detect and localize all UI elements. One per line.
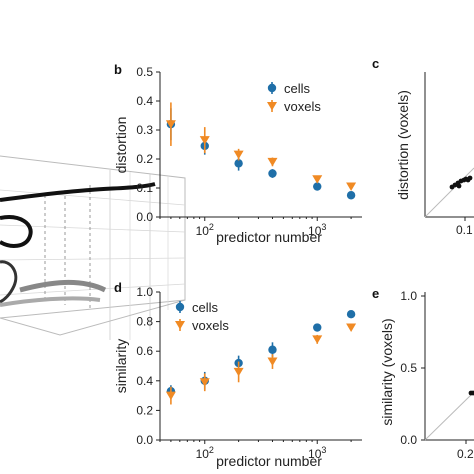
- panel-b-voxels-point: [199, 136, 210, 145]
- panel-b-x-tick-label: 102: [196, 222, 214, 238]
- legend-voxels-marker: [267, 102, 277, 111]
- panel-e-ylabel: similarity (voxels): [379, 318, 395, 425]
- 3d-grid-line: [0, 189, 186, 296]
- panel-d-cells-point: [268, 345, 277, 354]
- 3d-box-edge: [0, 155, 186, 319]
- legend-voxels-marker: [175, 321, 185, 330]
- panel-e-y-tick-label: 0.5: [400, 361, 417, 375]
- panel-b-cells-point: [268, 169, 277, 178]
- panel-c-label: c: [372, 56, 379, 71]
- panel-e-label: e: [372, 286, 379, 301]
- 3d-curve-gray-lower: [0, 296, 101, 307]
- panel-c-point: [467, 175, 473, 181]
- panel-d-voxels-point: [233, 367, 244, 377]
- panel-3d-plot: [0, 155, 186, 340]
- 3d-curve-dark-loop: [0, 215, 33, 248]
- panel-d-y-tick-label: 0.6: [136, 344, 153, 358]
- panel-b-cells-point: [346, 191, 356, 200]
- legend-cells-label: cells: [192, 300, 219, 315]
- panel-b-y-tick-label: 0.1: [136, 181, 153, 195]
- legend-voxels-label: voxels: [284, 99, 321, 114]
- panel-e: e similarity (voxels) 1.0 0.5 0.0 0.2: [372, 286, 474, 461]
- panel-b-y-tick-label: 0.4: [136, 94, 153, 108]
- panel-d-voxels-point: [346, 323, 357, 333]
- panel-d-voxels-point: [165, 391, 176, 401]
- 3d-dashed-projection: [44, 185, 91, 310]
- panel-e-x-tick-label: 0.2: [457, 447, 474, 461]
- panel-b-x-tick-label: 103: [308, 222, 326, 238]
- panel-d-voxels-point: [312, 335, 323, 344]
- panel-d-cells-point: [346, 310, 356, 319]
- panel-d-voxels-point: [199, 378, 210, 387]
- panel-b-voxels-point: [312, 175, 323, 184]
- panel-d-y-tick-label: 0.0: [136, 433, 153, 447]
- panel-b-voxels-point: [346, 182, 357, 192]
- panel-b-y-tick-label: 0.0: [136, 210, 153, 224]
- 3d-curve-dark: [0, 182, 156, 202]
- panel-b-voxels-point: [267, 157, 278, 167]
- panel-d-y-tick-label: 0.2: [136, 403, 153, 417]
- panel-d-voxels-point: [267, 357, 278, 367]
- panel-e-identity-line: [424, 391, 474, 441]
- panel-b-voxels-point: [165, 120, 176, 129]
- 3d-box-floor: [0, 299, 186, 336]
- panel-e-y-tick-label: 0.0: [400, 433, 417, 447]
- panel-c-points: [449, 175, 473, 190]
- legend-cells-marker: [175, 302, 185, 312]
- panel-d-xlabel: predictor number: [216, 453, 322, 469]
- panel-c-identity-line: [424, 167, 474, 218]
- panel-c-ylabel: distortion (voxels): [395, 90, 411, 200]
- panel-b-label: b: [114, 62, 122, 77]
- 3d-box-edge: [109, 170, 151, 340]
- panel-d-cells-point: [313, 323, 322, 332]
- panel-b-legend: cells voxels: [267, 81, 321, 114]
- legend-cells-label: cells: [284, 81, 311, 96]
- panel-b-xlabel: predictor number: [216, 229, 322, 245]
- panel-d-x-tick-label: 103: [308, 445, 326, 461]
- panel-d-label: d: [114, 280, 122, 295]
- panel-b-y-tick-label: 0.5: [136, 65, 153, 79]
- panel-b-cells-point: [313, 182, 322, 191]
- panel-d-x-tick-label: 102: [196, 445, 214, 461]
- panel-b-ylabel: distortion: [113, 117, 129, 174]
- panel-d-y-tick-label: 0.4: [136, 374, 153, 388]
- panel-d-y-tick-label: 0.8: [136, 315, 153, 329]
- 3d-curve-gray: [19, 280, 107, 293]
- legend-cells-marker: [267, 83, 277, 93]
- panel-d-y-tick-label: 1.0: [136, 285, 153, 299]
- panel-b-voxels-point: [233, 150, 244, 160]
- panel-b-y-tick-label: 0.3: [136, 123, 153, 137]
- panel-d-legend: cells voxels: [175, 300, 229, 333]
- legend-voxels-label: voxels: [192, 318, 229, 333]
- panel-c-point: [456, 183, 462, 189]
- panel-d-ylabel: similarity: [113, 339, 129, 393]
- panel-e-y-tick-label: 1.0: [400, 289, 417, 303]
- 3d-grid-line: [129, 172, 169, 340]
- panel-b-cells-point: [234, 159, 243, 168]
- panel-e-point: [470, 390, 474, 396]
- 3d-curve-dark-lower: [0, 260, 18, 304]
- panel-e-points: [468, 390, 474, 396]
- panel-c: c distortion (voxels) 0.1: [372, 56, 474, 237]
- panel-c-x-tick-label: 0.1: [456, 223, 473, 237]
- panel-b-y-tick-label: 0.2: [136, 152, 153, 166]
